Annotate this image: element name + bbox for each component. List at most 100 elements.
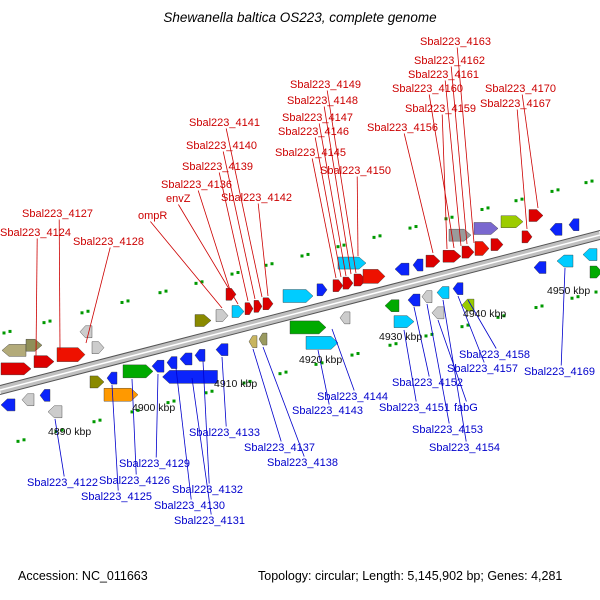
gene-arrow[interactable]	[582, 248, 598, 261]
gene-label-reverse[interactable]: Sbal223_4137	[244, 442, 315, 454]
gene-arrow[interactable]	[215, 343, 229, 356]
gene-arrow[interactable]	[194, 349, 206, 362]
gene-arrow[interactable]	[384, 299, 400, 312]
gene-arrow[interactable]	[521, 230, 533, 244]
gene-arrow[interactable]	[106, 371, 118, 385]
gene-arrow[interactable]	[0, 398, 16, 412]
gene-arrow[interactable]	[253, 300, 263, 313]
gene-label-forward[interactable]: Sbal223_4163	[420, 36, 491, 48]
gene-arrow[interactable]	[362, 269, 386, 284]
gene-arrow[interactable]	[393, 315, 415, 328]
gene-label-reverse[interactable]: Sbal223_4153	[412, 424, 483, 436]
gene-label-reverse[interactable]: Sbal223_4122	[27, 477, 98, 489]
gene-label-forward[interactable]: Sbal223_4167	[480, 98, 551, 110]
gene-label-forward[interactable]: Sbal223_4124	[0, 227, 71, 239]
gene-label-forward[interactable]: Sbal223_4170	[485, 83, 556, 95]
gene-arrow[interactable]	[332, 279, 344, 292]
gene-label-forward[interactable]: Sbal223_4156	[367, 122, 438, 134]
gene-arrow[interactable]	[568, 218, 580, 231]
gene-arrow[interactable]	[316, 283, 328, 297]
gene-label-reverse[interactable]: Sbal223_4151	[379, 402, 450, 414]
gene-arrow[interactable]	[342, 276, 354, 290]
gene-label-reverse[interactable]: Sbal223_4138	[267, 457, 338, 469]
gene-arrow[interactable]	[122, 364, 154, 379]
gene-arrow[interactable]	[39, 389, 51, 402]
gene-label-forward[interactable]: Sbal223_4162	[414, 55, 485, 67]
gene-arrow[interactable]	[91, 341, 105, 354]
gene-label-reverse[interactable]: Sbal223_4154	[429, 442, 500, 454]
gene-label-forward[interactable]: Sbal223_4147	[282, 112, 353, 124]
gene-arrow[interactable]	[47, 405, 63, 418]
gene-arrow[interactable]	[162, 370, 218, 384]
gene-arrow[interactable]	[412, 258, 424, 272]
gene-label-forward[interactable]: Sbal223_4136	[161, 179, 232, 191]
gene-arrow[interactable]	[461, 298, 475, 312]
gene-arrow[interactable]	[425, 254, 441, 268]
gene-label-reverse[interactable]: Sbal223_4130	[154, 500, 225, 512]
gene-label-reverse[interactable]: Sbal223_4126	[99, 475, 170, 487]
gene-arrow[interactable]	[33, 355, 55, 368]
gene-arrow[interactable]	[500, 215, 524, 228]
gene-label-forward[interactable]: Sbal223_4148	[287, 95, 358, 107]
gene-label-forward[interactable]: envZ	[166, 193, 191, 205]
gene-label-forward[interactable]: Sbal223_4141	[189, 117, 260, 129]
gene-arrow[interactable]	[282, 289, 314, 303]
gene-arrow[interactable]	[533, 261, 547, 274]
gene-arrow[interactable]	[248, 335, 258, 348]
gene-label-forward[interactable]: Sbal223_4159	[405, 103, 476, 115]
gene-arrow[interactable]	[474, 241, 490, 256]
gene-arrow[interactable]	[473, 222, 499, 235]
gene-arrow[interactable]	[289, 320, 327, 335]
gene-label-forward[interactable]: Sbal223_4146	[278, 126, 349, 138]
gene-arrow[interactable]	[262, 297, 274, 310]
gene-label-forward[interactable]: Sbal223_4145	[275, 147, 346, 159]
gene-label-reverse[interactable]: Sbal223_4152	[392, 377, 463, 389]
gene-label-reverse[interactable]: fabG	[454, 402, 478, 414]
gene-arrow[interactable]	[258, 332, 268, 346]
gene-label-reverse[interactable]: Sbal223_4129	[119, 458, 190, 470]
gene-arrow[interactable]	[1, 344, 27, 357]
gene-label-reverse[interactable]: Sbal223_4144	[317, 391, 388, 403]
gene-arrow[interactable]	[79, 325, 93, 338]
gene-arrow[interactable]	[461, 245, 475, 259]
gene-arrow[interactable]	[166, 356, 178, 369]
gene-label-reverse[interactable]: Sbal223_4158	[459, 349, 530, 361]
gene-label-reverse[interactable]: Sbal223_4143	[292, 405, 363, 417]
gene-label-forward[interactable]: Sbal223_4139	[182, 161, 253, 173]
gene-arrow[interactable]	[436, 286, 450, 299]
gene-arrow[interactable]	[231, 305, 245, 318]
gene-arrow[interactable]	[490, 238, 504, 251]
gene-label-forward[interactable]: Sbal223_4149	[290, 79, 361, 91]
gene-arrow[interactable]	[339, 311, 351, 325]
gene-arrow[interactable]	[337, 256, 367, 270]
gene-arrow[interactable]	[194, 314, 212, 327]
gene-arrow[interactable]	[589, 265, 600, 279]
gene-arrow[interactable]	[394, 262, 410, 276]
gene-label-reverse[interactable]: Sbal223_4157	[447, 363, 518, 375]
gene-arrow[interactable]	[21, 393, 35, 406]
gene-label-forward[interactable]: Sbal223_4161	[408, 69, 479, 81]
gene-arrow[interactable]	[556, 254, 574, 268]
gene-label-forward[interactable]: ompR	[138, 210, 167, 222]
gene-arrow[interactable]	[528, 209, 544, 222]
gene-arrow[interactable]	[179, 352, 193, 366]
gene-arrow[interactable]	[215, 309, 229, 322]
gene-label-reverse[interactable]: Sbal223_4125	[81, 491, 152, 503]
gene-arrow[interactable]	[56, 347, 86, 362]
gene-arrow[interactable]	[452, 282, 464, 295]
gene-arrow[interactable]	[305, 336, 339, 350]
gene-arrow[interactable]	[442, 250, 462, 263]
gene-arrow[interactable]	[151, 359, 165, 373]
gene-label-forward[interactable]: Sbal223_4127	[22, 208, 93, 220]
gene-arrow[interactable]	[431, 306, 445, 320]
gene-label-forward[interactable]: Sbal223_4150	[320, 165, 391, 177]
gene-arrow[interactable]	[244, 302, 254, 315]
gene-label-forward[interactable]: Sbal223_4142	[221, 192, 292, 204]
gene-arrow[interactable]	[89, 375, 105, 389]
gene-arrow[interactable]	[25, 339, 43, 352]
gene-arrow[interactable]	[549, 223, 563, 236]
gene-arrow[interactable]	[421, 290, 433, 303]
gene-label-forward[interactable]: Sbal223_4140	[186, 140, 257, 152]
gene-arrow[interactable]	[407, 293, 421, 307]
gene-label-reverse[interactable]: Sbal223_4131	[174, 515, 245, 527]
